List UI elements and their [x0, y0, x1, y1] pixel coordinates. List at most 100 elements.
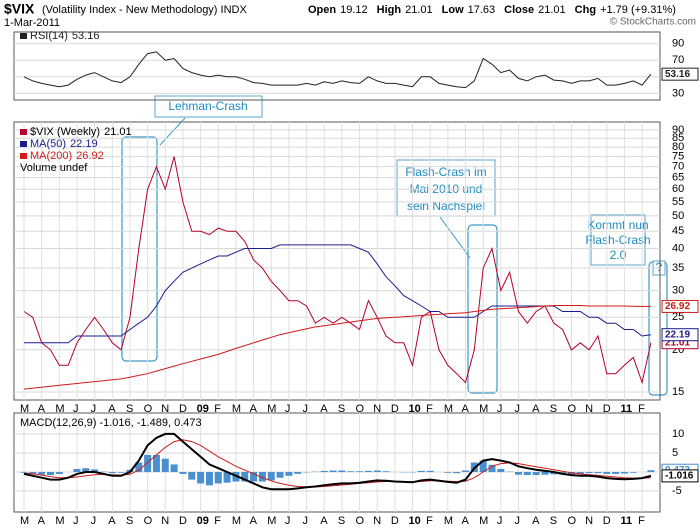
x-tick-label: A: [462, 403, 470, 415]
y-tick-label: 80: [672, 141, 684, 153]
histogram-bar: [576, 472, 584, 474]
x-tick-label: 11: [620, 515, 632, 527]
instrument-name: (Volatility Index - New Methodology) IND…: [42, 4, 247, 16]
x-tick-label: 09: [197, 403, 209, 415]
histogram-bar: [73, 468, 81, 473]
histogram-bar: [29, 472, 37, 474]
legend-value: 22.19: [70, 138, 98, 150]
histogram-bar: [462, 470, 469, 473]
x-tick-label: A: [38, 403, 46, 415]
x-tick-label: F: [426, 403, 433, 415]
y-tick-label: 90: [672, 124, 684, 136]
value-tag-label: 22.19: [665, 329, 690, 340]
x-tick-label: M: [444, 403, 453, 415]
legend-name: $VIX (Weekly): [30, 126, 100, 138]
quote-value: +1.79 (+9.31%): [600, 4, 676, 16]
panel-label: MACD(12,26,9) -1.016, -1.489, 0.473: [20, 417, 202, 429]
histogram-bar: [276, 472, 284, 478]
quote: Open 19.12 High 21.01 Low 17.63 Close 21.01 Chg +…: [308, 4, 676, 16]
labels: 3050709053.16RSI(14)53.16152025303540455…: [20, 30, 699, 527]
histogram-bar: [612, 472, 620, 474]
x-tick-label: M: [479, 515, 488, 527]
x-tick-label: O: [144, 515, 153, 527]
x-tick-label: D: [603, 515, 611, 527]
y-tick-label: 60: [672, 183, 684, 195]
x-tick-label: N: [373, 515, 381, 527]
quote-label: High: [377, 4, 402, 16]
histogram-bar: [241, 472, 249, 482]
histogram-bar: [135, 462, 143, 473]
y-tick-label: 85: [672, 132, 684, 144]
value-tag: [661, 469, 699, 483]
x-tick-label: A: [320, 403, 328, 415]
x-tick-label: J: [497, 403, 503, 415]
y-tick-label: 30: [672, 87, 684, 99]
x-tick-label: D: [179, 515, 187, 527]
histogram-bar: [55, 472, 63, 474]
histogram-bar: [488, 464, 496, 473]
x-tick-label: D: [391, 515, 399, 527]
y-tick-label: 70: [672, 54, 684, 66]
series-line: [23, 305, 651, 390]
series-line: [23, 432, 652, 491]
x-tick-label: S: [126, 403, 133, 415]
y-tick-label: 25: [672, 311, 684, 323]
panel-frame: [13, 31, 661, 101]
y-tick-label: 35: [672, 262, 684, 274]
histogram-bar: [197, 472, 205, 484]
histogram-bar: [382, 471, 390, 473]
y-tick-label: 5: [672, 447, 678, 459]
x-tick-label: A: [108, 403, 116, 415]
legend-swatch: [20, 129, 27, 135]
x-tick-label: F: [426, 515, 433, 527]
symbol: $VIX: [4, 1, 35, 17]
histogram-bar: [594, 472, 602, 474]
histogram-bar: [320, 470, 328, 473]
x-tick-label: M: [232, 515, 241, 527]
legend-name: MA(200): [30, 150, 72, 162]
x-tick-label: F: [638, 403, 645, 415]
quote-label: Low: [442, 4, 464, 16]
annotation: sein Nachspiel: [407, 199, 485, 213]
series-line: [24, 244, 651, 344]
histogram-bar: [620, 472, 628, 474]
quote-value: 21.01: [538, 4, 566, 16]
legend-swatch: [20, 141, 27, 147]
x-tick-label: F: [214, 403, 221, 415]
quote-value: 17.63: [468, 4, 496, 16]
x-tick-label: 09: [197, 515, 209, 527]
y-tick-label: -5: [672, 485, 682, 497]
quote-value: 21.01: [405, 4, 433, 16]
annotation-box: [154, 95, 263, 118]
value-tag-label: 53.16: [665, 69, 690, 80]
histogram-bar: [541, 472, 549, 475]
y-tick-label: 55: [672, 196, 684, 208]
value-tag: [661, 299, 699, 313]
histogram-bar: [285, 472, 293, 476]
x-tick-label: J: [303, 515, 309, 527]
x-tick-label: J: [285, 403, 291, 415]
histogram-bar: [497, 468, 505, 473]
x-tick-label: J: [514, 403, 520, 415]
histogram-bar: [117, 472, 125, 473]
x-tick-label: O: [356, 515, 365, 527]
x-tick-label: O: [567, 515, 576, 527]
x-tick-label: N: [161, 403, 169, 415]
legend-name: MA(50): [30, 138, 66, 150]
x-tick-label: S: [338, 515, 345, 527]
value-tag: [661, 328, 699, 342]
annotation: Flash-Crash im: [405, 165, 486, 179]
histogram-bar: [356, 471, 364, 473]
x-tick-label: M: [20, 515, 29, 527]
value-tag-label: 21.01: [665, 337, 690, 348]
x-tick-label: J: [91, 515, 97, 527]
histogram-bar: [223, 472, 231, 483]
y-tick-label: 40: [672, 242, 684, 254]
histogram-bar: [205, 472, 213, 486]
histogram-bar: [364, 470, 372, 473]
legend-entry: MA(200) 26.92: [30, 150, 104, 162]
annotation: Kommt nun: [587, 218, 648, 232]
y-tick-label: 45: [672, 225, 684, 237]
histogram-bar: [629, 472, 637, 473]
histogram-bar: [426, 470, 434, 473]
